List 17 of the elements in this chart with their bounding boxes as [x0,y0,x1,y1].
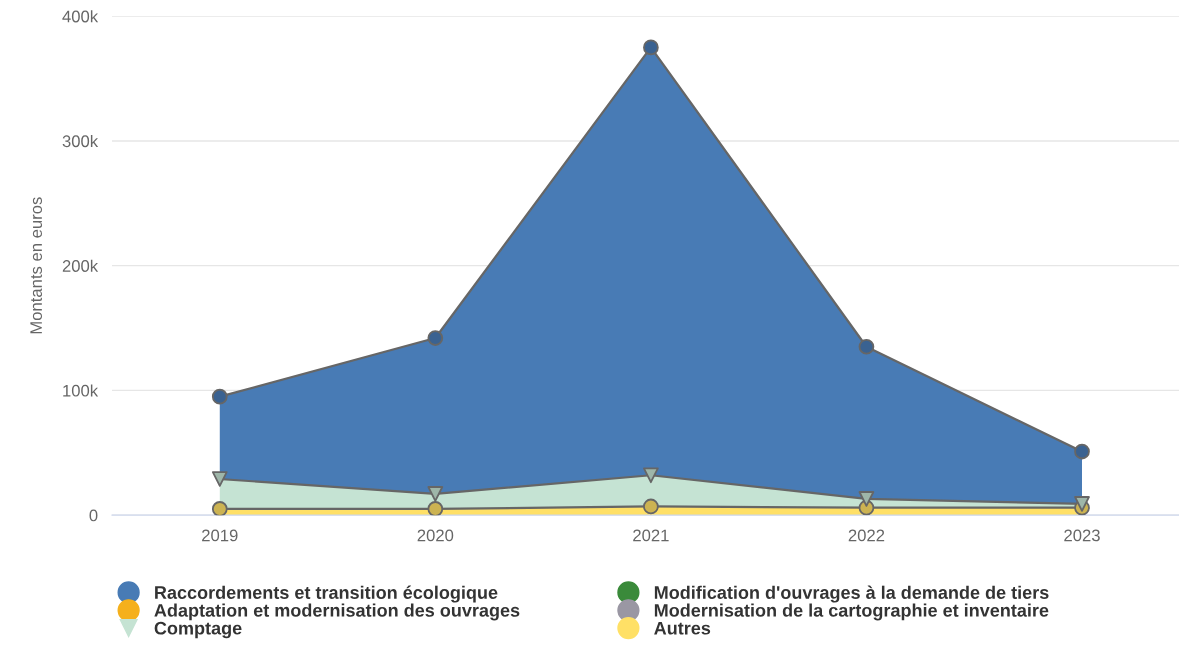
legend-label: Modification d'ouvrages à la demande de tiers [654,585,1049,603]
x-tick-label: 2020 [417,529,454,542]
y-tick-label: 300k [62,134,99,148]
legend-label: Adaptation et modernisation des ouvrages [154,603,520,621]
x-tick-label: 2021 [633,529,669,542]
y-tick-label: 200k [62,259,99,272]
legend-label: Modernisation de la cartographie et inventaire [654,603,1049,621]
legend-label: Comptage [154,621,242,639]
y-tick-label: 400k [62,10,99,23]
legend-label: Raccordements et transition écologique [155,585,498,603]
x-tick-label: 2023 [1064,529,1100,542]
y-tick-label: 0 [89,509,98,522]
x-tick-label: 2019 [202,529,238,542]
y-tick-label: 100k [63,384,99,397]
x-tick-label: 2022 [848,529,885,542]
y-axis-title: Montants en euros [30,197,43,334]
legend-label: Autres [654,621,711,635]
